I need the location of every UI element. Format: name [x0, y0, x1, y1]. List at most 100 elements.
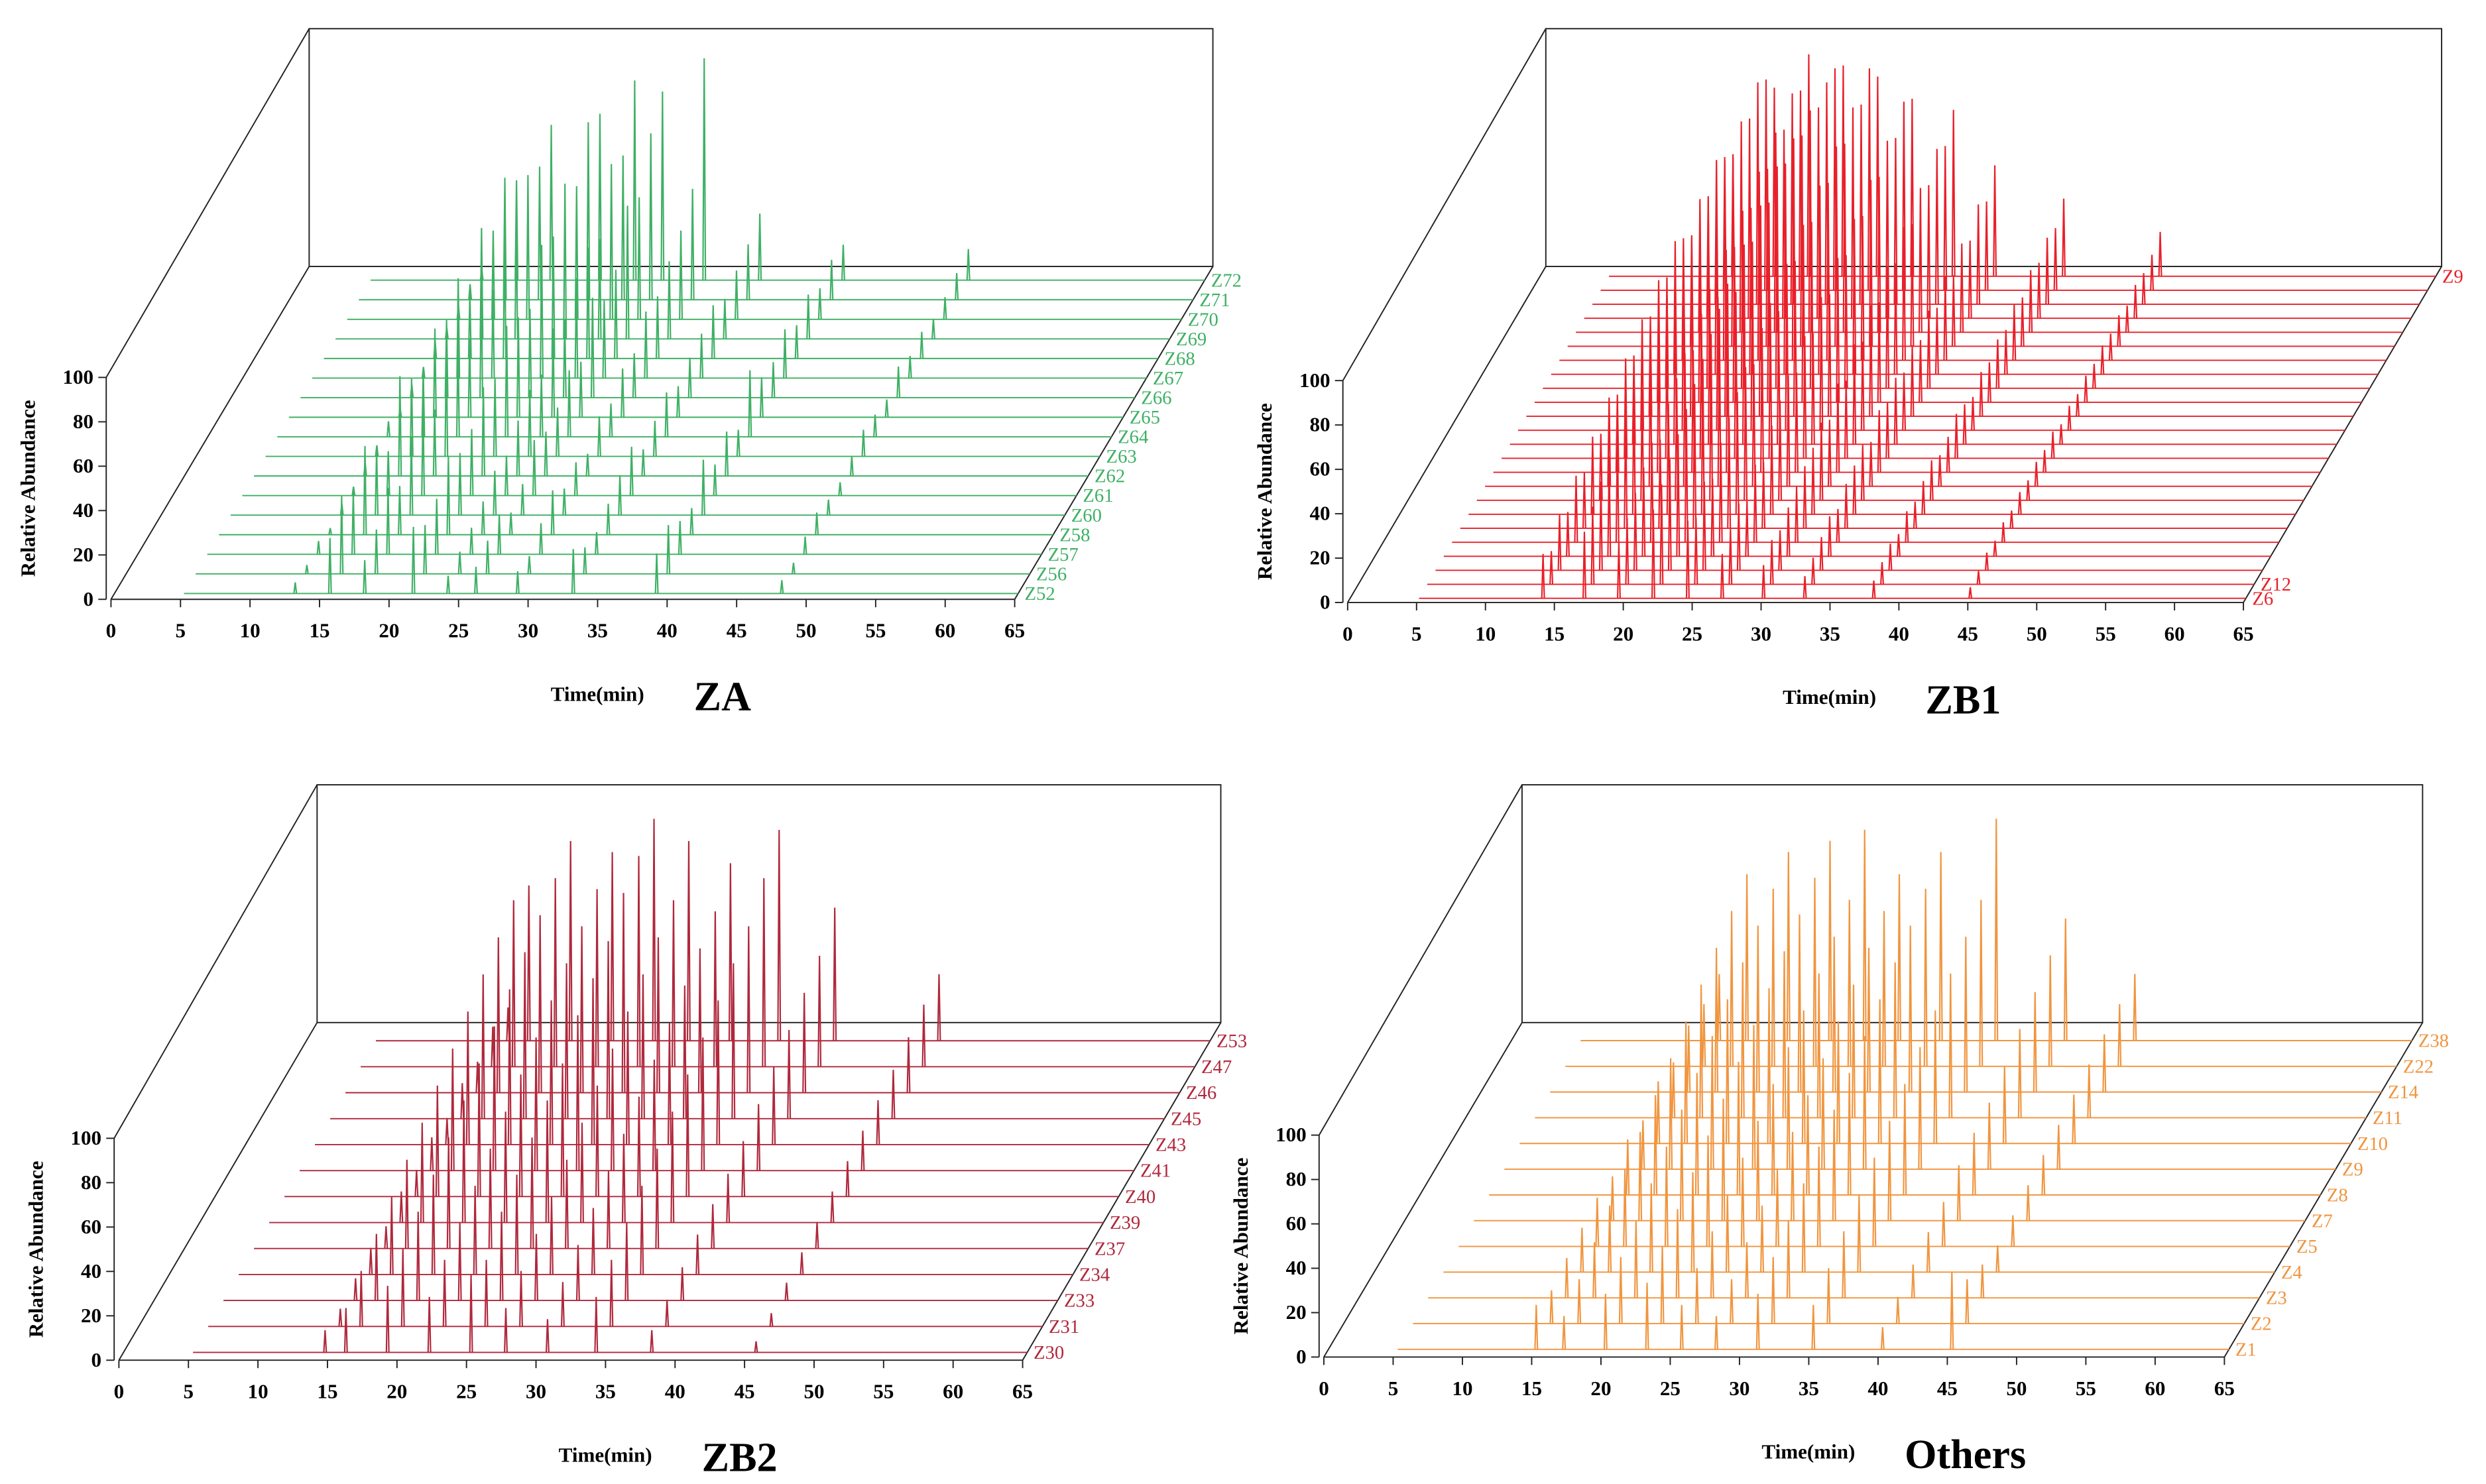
- peak: [1687, 1025, 1691, 1092]
- peak: [689, 508, 694, 535]
- peak: [473, 1185, 477, 1275]
- peak: [1910, 224, 1915, 347]
- peak: [1562, 1316, 1567, 1349]
- peak: [1806, 1095, 1810, 1195]
- peak: [1951, 275, 1956, 347]
- peak: [1869, 441, 1873, 486]
- x-tick-label: 40: [665, 1380, 685, 1403]
- peak: [2117, 315, 2121, 347]
- peak: [469, 1275, 473, 1353]
- peak: [385, 1285, 390, 1353]
- peak: [338, 1308, 343, 1327]
- peak: [1624, 406, 1628, 529]
- peak: [504, 325, 509, 437]
- x-tick-label: 60: [2164, 622, 2185, 645]
- peak: [507, 989, 512, 1145]
- peak: [1786, 1220, 1791, 1298]
- peak: [386, 421, 390, 437]
- peak: [544, 431, 548, 477]
- peak: [386, 487, 390, 555]
- peak: [1918, 1047, 1923, 1170]
- peak: [1803, 336, 1807, 459]
- peak: [1590, 436, 1595, 514]
- peak: [520, 484, 525, 516]
- peak: [2042, 450, 2047, 473]
- peak: [1577, 1279, 1582, 1324]
- peak: [328, 528, 333, 535]
- peak: [1751, 364, 1756, 486]
- peak: [1860, 341, 1865, 431]
- peak: [759, 377, 764, 418]
- x-tick-label: 25: [456, 1380, 477, 1403]
- peak: [896, 367, 901, 398]
- peak: [624, 1222, 629, 1301]
- peak: [2003, 329, 2008, 374]
- peak: [1980, 1264, 1985, 1298]
- peak: [1893, 263, 1898, 374]
- series-label: Z39: [1110, 1212, 1140, 1233]
- peak: [1791, 1131, 1795, 1221]
- series-label: Z4: [2281, 1262, 2302, 1283]
- peak: [771, 362, 776, 398]
- peak: [1950, 1271, 1954, 1349]
- x-tick-label: 30: [518, 619, 538, 642]
- peak: [446, 1137, 451, 1249]
- peak: [1964, 937, 1968, 1092]
- peak: [695, 1234, 700, 1275]
- peak: [1649, 442, 1654, 543]
- peak: [398, 376, 402, 477]
- peak: [660, 91, 665, 280]
- peak: [1656, 1081, 1661, 1144]
- peak: [1926, 310, 1931, 388]
- peak: [1610, 1176, 1615, 1221]
- peak: [575, 1245, 580, 1301]
- peak: [579, 361, 583, 418]
- peak: [1755, 925, 1760, 1092]
- peak: [465, 1011, 470, 1145]
- peak: [1582, 473, 1586, 529]
- x-tick-label: 0: [106, 619, 117, 642]
- peak: [1910, 345, 1915, 417]
- peak: [1877, 999, 1882, 1144]
- box-back: [308, 28, 1214, 267]
- peak: [1775, 1169, 1780, 1247]
- peak: [1692, 384, 1697, 529]
- peak: [641, 449, 646, 477]
- peak: [1785, 264, 1789, 431]
- peak: [353, 1278, 358, 1301]
- peak: [1979, 372, 1983, 417]
- peak: [1760, 327, 1764, 473]
- peak: [640, 974, 645, 1119]
- peak: [1641, 1120, 1645, 1170]
- y-tick-label: 60: [1286, 1212, 1307, 1235]
- peak: [687, 357, 692, 398]
- peak: [2092, 363, 2096, 388]
- peak: [481, 974, 485, 1119]
- peak: [666, 525, 671, 574]
- peak: [754, 1341, 758, 1353]
- peak: [550, 1196, 554, 1275]
- peak: [1844, 484, 1848, 529]
- peak: [1862, 1036, 1867, 1170]
- peak: [446, 457, 451, 535]
- peak: [1714, 1316, 1719, 1349]
- peak: [2034, 461, 2039, 486]
- series-label: Z63: [1106, 446, 1137, 467]
- peak: [1607, 456, 1612, 557]
- peak: [467, 292, 472, 359]
- peak: [1565, 512, 1570, 557]
- peak: [2020, 297, 2025, 347]
- peak: [1852, 344, 1857, 445]
- x-tick-label: 15: [1544, 622, 1565, 645]
- peak: [1827, 516, 1832, 557]
- peak: [411, 526, 416, 594]
- peak: [563, 183, 567, 339]
- y-tick-label: 0: [84, 587, 94, 610]
- peak: [711, 305, 715, 359]
- peak: [574, 186, 579, 319]
- peak: [2067, 406, 2072, 431]
- x-axis-label: Time(min): [1761, 1440, 1855, 1463]
- peak: [1994, 819, 1999, 1041]
- box-edge: [2223, 1022, 2424, 1357]
- peak: [1595, 1197, 1600, 1247]
